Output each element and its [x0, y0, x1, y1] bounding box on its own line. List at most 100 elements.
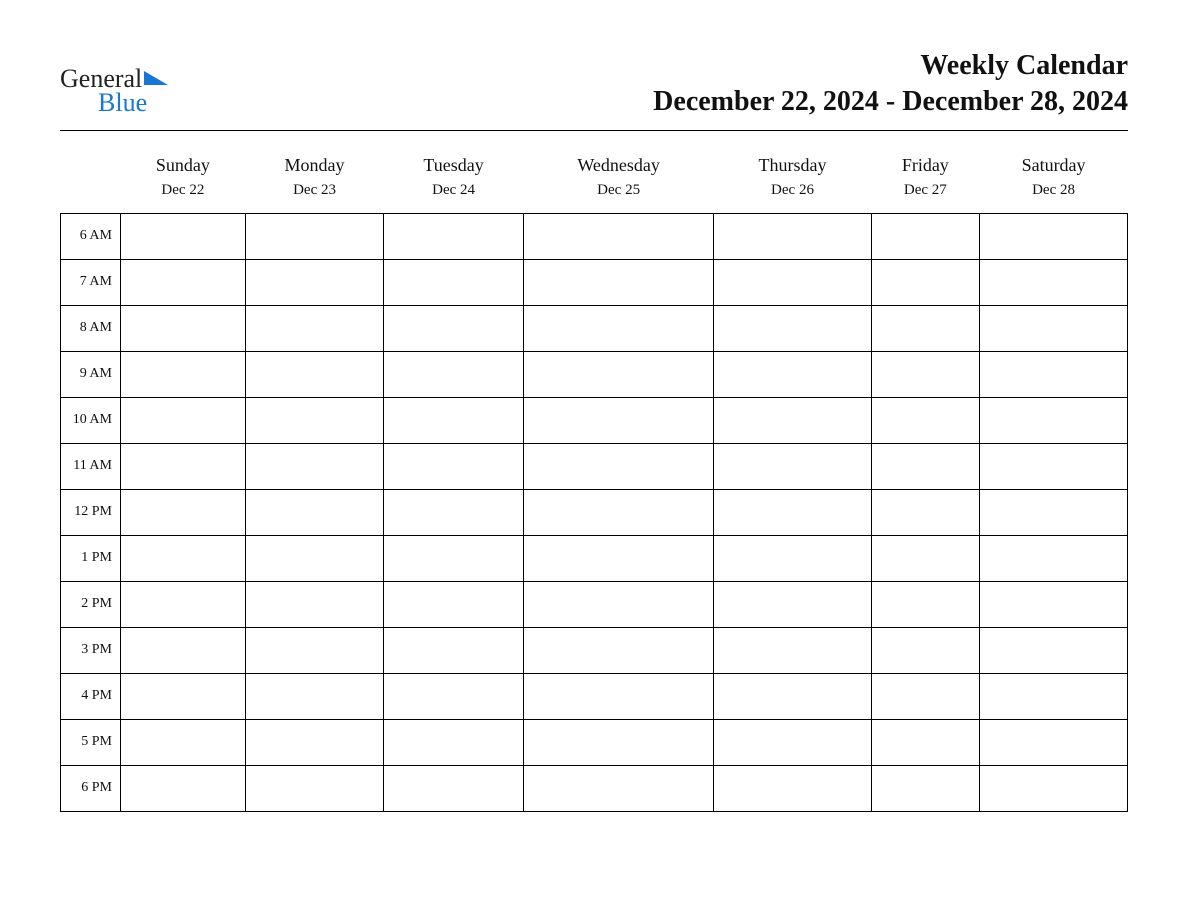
calendar-slot[interactable]: [714, 351, 871, 397]
calendar-slot[interactable]: [121, 351, 246, 397]
calendar-slot[interactable]: [871, 305, 980, 351]
calendar-slot[interactable]: [384, 213, 523, 259]
calendar-slot[interactable]: [384, 719, 523, 765]
calendar-slot[interactable]: [384, 673, 523, 719]
calendar-slot[interactable]: [980, 535, 1128, 581]
calendar-slot[interactable]: [245, 443, 384, 489]
calendar-slot[interactable]: [980, 397, 1128, 443]
calendar-slot[interactable]: [121, 581, 246, 627]
day-date: Dec 26: [714, 182, 871, 199]
calendar-slot[interactable]: [245, 213, 384, 259]
calendar-slot[interactable]: [245, 397, 384, 443]
calendar-slot[interactable]: [523, 305, 714, 351]
calendar-slot[interactable]: [245, 719, 384, 765]
calendar-slot[interactable]: [121, 213, 246, 259]
calendar-slot[interactable]: [714, 213, 871, 259]
calendar-slot[interactable]: [523, 535, 714, 581]
calendar-slot[interactable]: [714, 627, 871, 673]
calendar-slot[interactable]: [714, 443, 871, 489]
calendar-slot[interactable]: [980, 627, 1128, 673]
calendar-slot[interactable]: [980, 443, 1128, 489]
calendar-slot[interactable]: [523, 443, 714, 489]
calendar-slot[interactable]: [871, 351, 980, 397]
calendar-slot[interactable]: [245, 305, 384, 351]
calendar-slot[interactable]: [871, 397, 980, 443]
calendar-slot[interactable]: [871, 259, 980, 305]
header-titles: Weekly Calendar December 22, 2024 - Dece…: [653, 50, 1128, 118]
calendar-slot[interactable]: [245, 627, 384, 673]
calendar-slot[interactable]: [245, 673, 384, 719]
calendar-slot[interactable]: [384, 397, 523, 443]
calendar-slot[interactable]: [121, 719, 246, 765]
calendar-slot[interactable]: [121, 397, 246, 443]
calendar-slot[interactable]: [121, 765, 246, 811]
calendar-slot[interactable]: [245, 259, 384, 305]
calendar-slot[interactable]: [121, 673, 246, 719]
calendar-slot[interactable]: [384, 351, 523, 397]
calendar-slot[interactable]: [714, 673, 871, 719]
calendar-slot[interactable]: [384, 627, 523, 673]
calendar-slot[interactable]: [121, 443, 246, 489]
weekly-calendar-table: SundayDec 22 MondayDec 23 TuesdayDec 24 …: [60, 147, 1128, 812]
calendar-slot[interactable]: [121, 627, 246, 673]
calendar-slot[interactable]: [980, 765, 1128, 811]
calendar-slot[interactable]: [384, 765, 523, 811]
day-name: Sunday: [121, 155, 246, 176]
calendar-slot[interactable]: [523, 627, 714, 673]
calendar-slot[interactable]: [384, 305, 523, 351]
calendar-slot[interactable]: [871, 213, 980, 259]
calendar-slot[interactable]: [523, 213, 714, 259]
calendar-slot[interactable]: [980, 673, 1128, 719]
calendar-slot[interactable]: [714, 581, 871, 627]
calendar-slot[interactable]: [714, 765, 871, 811]
calendar-slot[interactable]: [523, 259, 714, 305]
calendar-slot[interactable]: [121, 305, 246, 351]
day-date: Dec 28: [980, 182, 1128, 199]
calendar-slot[interactable]: [384, 535, 523, 581]
calendar-slot[interactable]: [523, 673, 714, 719]
calendar-slot[interactable]: [245, 489, 384, 535]
calendar-slot[interactable]: [714, 397, 871, 443]
calendar-slot[interactable]: [384, 581, 523, 627]
calendar-slot[interactable]: [714, 489, 871, 535]
calendar-slot[interactable]: [980, 351, 1128, 397]
calendar-slot[interactable]: [871, 765, 980, 811]
day-header: WednesdayDec 25: [523, 147, 714, 203]
calendar-slot[interactable]: [121, 535, 246, 581]
calendar-slot[interactable]: [245, 351, 384, 397]
calendar-slot[interactable]: [384, 489, 523, 535]
calendar-slot[interactable]: [121, 259, 246, 305]
date-range: December 22, 2024 - December 28, 2024: [653, 86, 1128, 118]
calendar-slot[interactable]: [980, 305, 1128, 351]
calendar-slot[interactable]: [871, 673, 980, 719]
calendar-slot[interactable]: [245, 765, 384, 811]
calendar-slot[interactable]: [714, 305, 871, 351]
calendar-slot[interactable]: [714, 719, 871, 765]
calendar-slot[interactable]: [871, 581, 980, 627]
calendar-slot[interactable]: [121, 489, 246, 535]
calendar-slot[interactable]: [523, 719, 714, 765]
time-row: 4 PM: [61, 673, 1128, 719]
calendar-slot[interactable]: [980, 489, 1128, 535]
calendar-slot[interactable]: [980, 719, 1128, 765]
calendar-slot[interactable]: [523, 351, 714, 397]
calendar-slot[interactable]: [980, 259, 1128, 305]
calendar-slot[interactable]: [714, 535, 871, 581]
calendar-slot[interactable]: [245, 581, 384, 627]
time-label: 6 AM: [61, 213, 121, 259]
calendar-slot[interactable]: [245, 535, 384, 581]
calendar-slot[interactable]: [523, 489, 714, 535]
calendar-slot[interactable]: [871, 489, 980, 535]
calendar-slot[interactable]: [523, 765, 714, 811]
calendar-slot[interactable]: [523, 397, 714, 443]
calendar-slot[interactable]: [523, 581, 714, 627]
calendar-slot[interactable]: [871, 719, 980, 765]
calendar-slot[interactable]: [980, 213, 1128, 259]
calendar-slot[interactable]: [714, 259, 871, 305]
calendar-slot[interactable]: [980, 581, 1128, 627]
calendar-slot[interactable]: [871, 535, 980, 581]
calendar-slot[interactable]: [384, 443, 523, 489]
calendar-slot[interactable]: [871, 627, 980, 673]
calendar-slot[interactable]: [384, 259, 523, 305]
calendar-slot[interactable]: [871, 443, 980, 489]
